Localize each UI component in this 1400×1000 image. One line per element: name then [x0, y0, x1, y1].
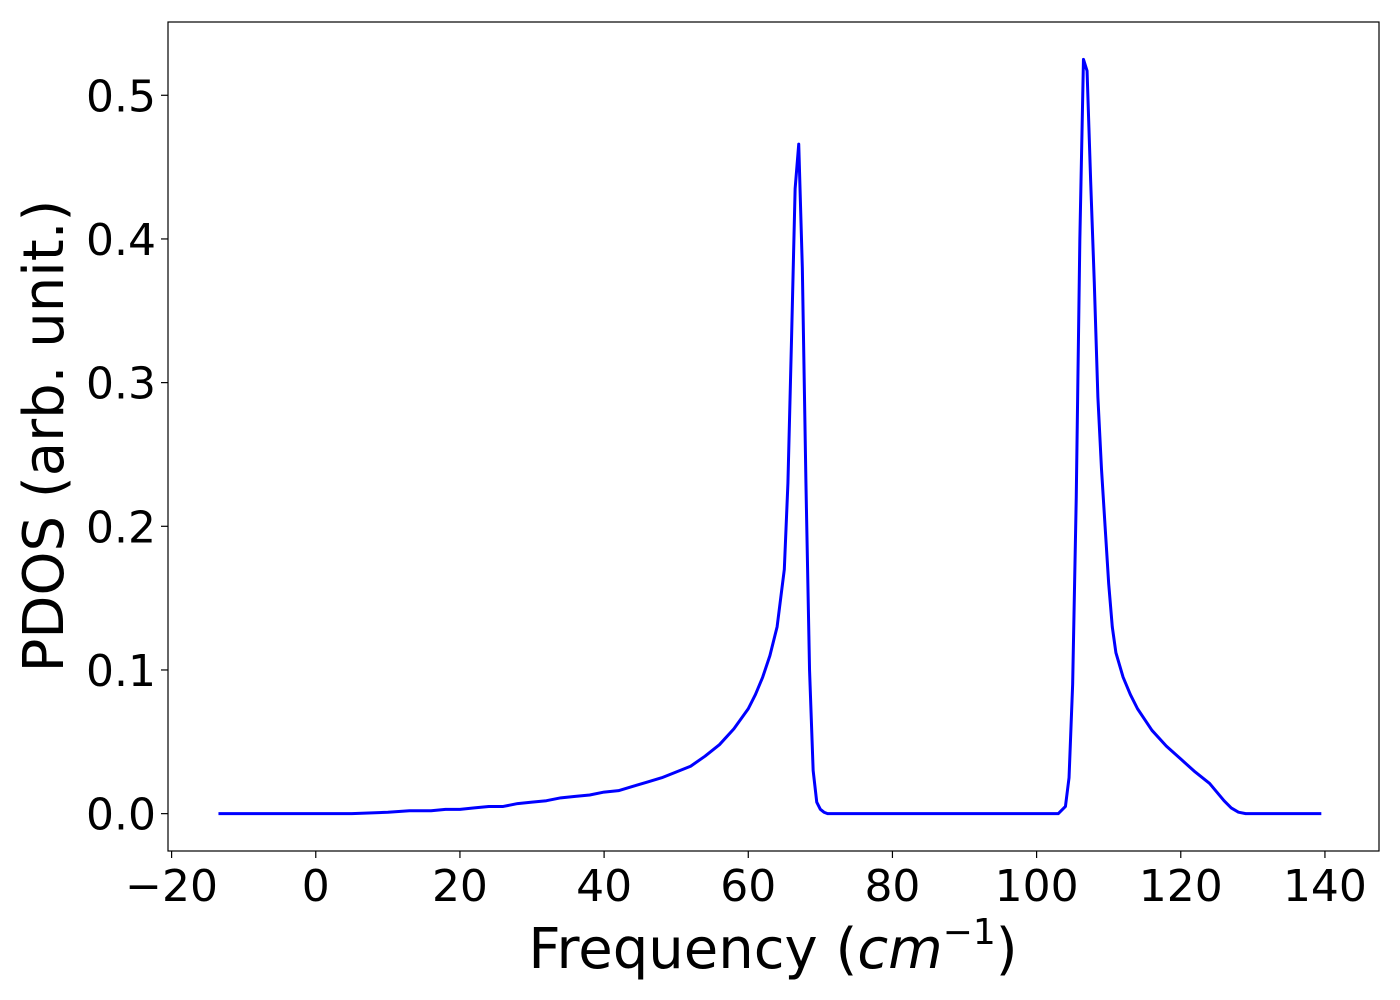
- x-tick-label: 20: [432, 861, 488, 912]
- x-tick-label: 60: [720, 861, 776, 912]
- x-tick-label: 80: [864, 861, 920, 912]
- x-tick-label: −20: [125, 861, 218, 912]
- x-axis-ticks: −20 0 20 40 60 80 100 120 140: [125, 851, 1367, 912]
- x-tick-label: 0: [302, 861, 330, 912]
- x-axis-label: Frequency (cm−1): [528, 912, 1017, 982]
- x-tick-label: 40: [576, 861, 632, 912]
- y-axis-label: PDOS (arb. unit.): [12, 200, 77, 673]
- y-tick-label: 0.1: [86, 646, 156, 697]
- pdos-series-line: [218, 57, 1322, 816]
- y-tick-label: 0.0: [86, 790, 156, 841]
- y-tick-label: 0.3: [86, 359, 156, 410]
- y-tick-label: 0.5: [86, 71, 156, 122]
- x-tick-label: 140: [1283, 861, 1367, 912]
- y-axis-ticks: 0.0 0.1 0.2 0.3 0.4 0.5: [86, 71, 168, 841]
- plot-frame: [167, 21, 1380, 852]
- y-tick-label: 0.2: [86, 502, 156, 553]
- y-tick-label: 0.4: [86, 215, 156, 266]
- x-tick-label: 100: [995, 861, 1079, 912]
- x-tick-label: 120: [1139, 861, 1223, 912]
